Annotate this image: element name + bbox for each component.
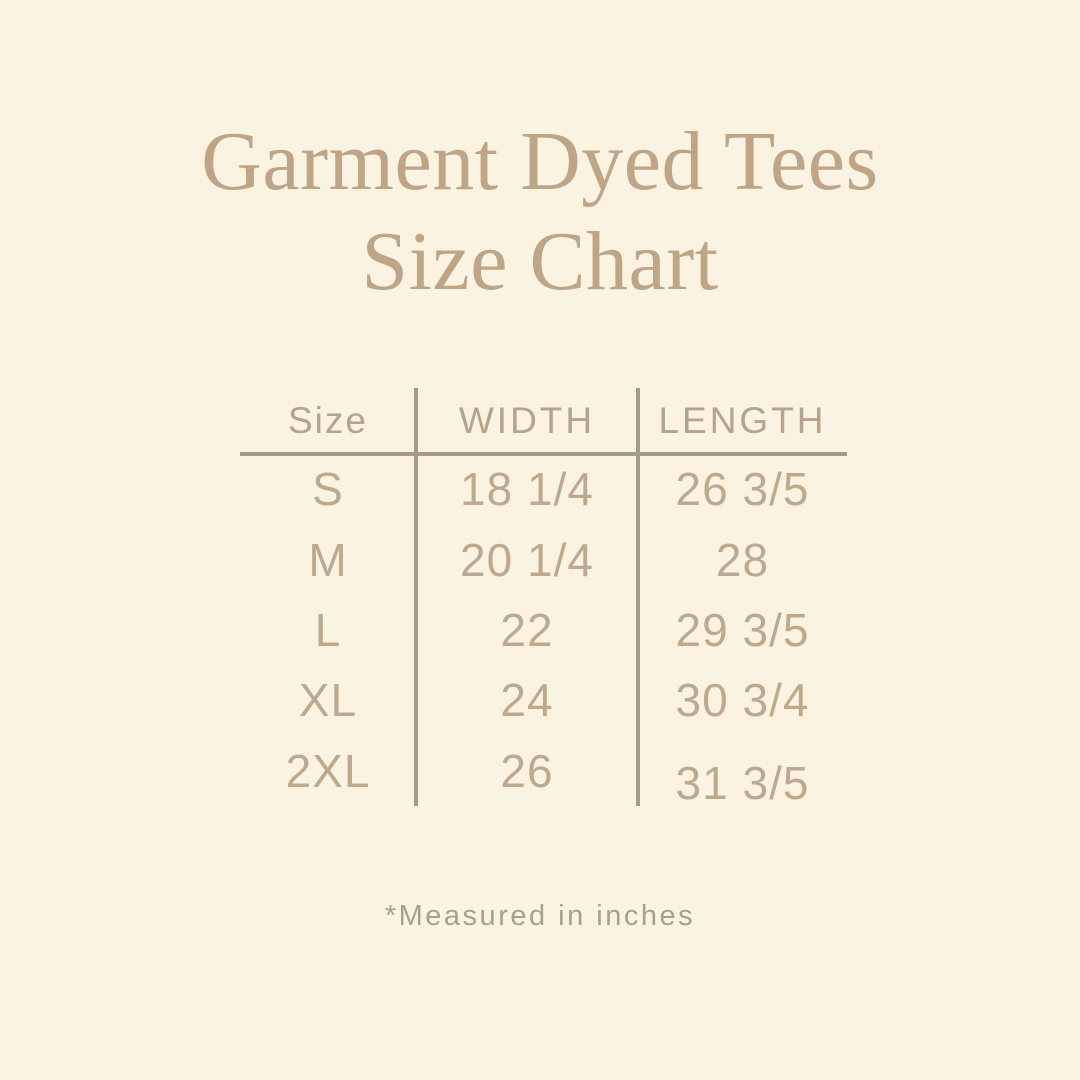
column-header-width: WIDTH [458, 400, 596, 441]
column-divider-1 [414, 388, 418, 806]
width-value-xl: 24 [500, 674, 554, 727]
width-value-m: 20 1/4 [460, 533, 594, 586]
length-value-2xl: 31 3/5 [675, 756, 810, 809]
size-label-2xl: 2XL [285, 744, 371, 797]
size-label-l: L [314, 603, 342, 656]
size-table-grid: Size WIDTH LENGTH S 18 1/4 26 3/5 M 20 1… [240, 388, 847, 809]
size-label-m: M [308, 533, 348, 586]
header-divider-line [240, 452, 847, 456]
size-table: Size WIDTH LENGTH S 18 1/4 26 3/5 M 20 1… [240, 388, 847, 809]
column-header-size: Size [288, 400, 368, 441]
length-value-xl: 30 3/4 [675, 674, 810, 727]
column-header-length: LENGTH [658, 400, 827, 441]
size-label-xl: XL [298, 674, 358, 727]
chart-title: Garment Dyed Tees Size Chart [0, 112, 1080, 312]
size-label-s: S [312, 463, 344, 516]
width-value-2xl: 26 [500, 744, 554, 797]
column-divider-2 [636, 388, 640, 806]
length-value-m: 28 [715, 533, 770, 586]
length-value-s: 26 3/5 [675, 463, 810, 516]
measurement-note: *Measured in inches [384, 900, 696, 932]
length-value-l: 29 3/5 [675, 603, 810, 656]
width-value-s: 18 1/4 [460, 463, 594, 516]
chart-title-line-1: Garment Dyed Tees [201, 115, 879, 208]
chart-title-line-2: Size Chart [361, 215, 719, 308]
width-value-l: 22 [500, 603, 554, 656]
